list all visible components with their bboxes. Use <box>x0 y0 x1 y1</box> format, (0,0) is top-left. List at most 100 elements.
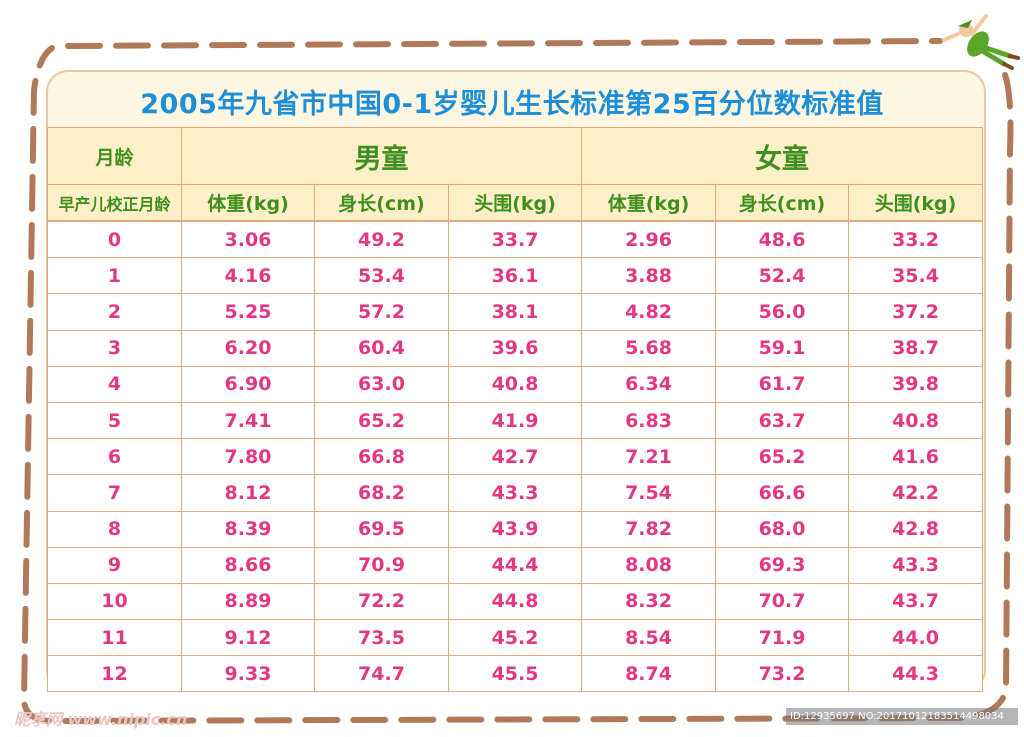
value-cell: 70.9 <box>314 546 449 584</box>
value-cell: 8.12 <box>181 474 315 512</box>
value-cell: 38.1 <box>447 293 583 331</box>
month-cell: 12 <box>47 655 182 693</box>
value-cell: 37.2 <box>848 293 984 331</box>
table-row: 0 3.06 49.2 33.7 2.96 48.6 33.2 <box>47 220 984 259</box>
value-cell: 41.6 <box>848 438 984 476</box>
table-header-row-1: 月龄 男童 女童 <box>47 127 984 185</box>
value-cell: 56.0 <box>715 293 850 331</box>
value-cell: 63.0 <box>314 365 449 403</box>
watermark-logo: 昵享网 www.nipic.cn <box>14 710 188 729</box>
value-cell: 44.3 <box>848 655 984 693</box>
value-cell: 33.2 <box>848 220 984 259</box>
value-cell: 8.74 <box>581 655 717 693</box>
girls-header: 女童 <box>581 127 984 185</box>
value-cell: 63.7 <box>715 401 850 440</box>
value-cell: 52.4 <box>715 257 850 295</box>
value-cell: 66.8 <box>314 438 449 476</box>
table-row: 9 8.66 70.9 44.4 8.08 69.3 43.3 <box>47 546 984 584</box>
value-cell: 66.6 <box>715 474 850 512</box>
table-row: 5 7.41 65.2 41.9 6.83 63.7 40.8 <box>47 401 984 440</box>
value-cell: 2.96 <box>581 220 717 259</box>
value-cell: 8.66 <box>181 546 315 584</box>
col-header: 头围(kg) <box>848 184 984 222</box>
value-cell: 44.0 <box>848 619 984 657</box>
value-cell: 65.2 <box>715 438 850 476</box>
col-header: 身长(cm) <box>715 184 850 222</box>
value-cell: 61.7 <box>715 365 850 403</box>
month-cell: 4 <box>47 365 182 403</box>
age-header: 月龄 <box>47 127 182 185</box>
col-header: 头围(kg) <box>447 184 583 222</box>
value-cell: 48.6 <box>715 220 850 259</box>
value-cell: 7.82 <box>581 510 717 548</box>
value-cell: 7.41 <box>181 401 315 440</box>
month-cell: 6 <box>47 438 182 476</box>
value-cell: 42.2 <box>848 474 984 512</box>
boys-header: 男童 <box>180 127 583 185</box>
value-cell: 38.7 <box>848 329 984 367</box>
value-cell: 5.68 <box>581 329 717 367</box>
month-cell: 0 <box>47 220 182 259</box>
month-cell: 9 <box>47 546 182 584</box>
value-cell: 71.9 <box>715 619 850 657</box>
value-cell: 35.4 <box>848 257 984 295</box>
value-cell: 68.2 <box>314 474 449 512</box>
value-cell: 65.2 <box>314 401 449 440</box>
month-cell: 3 <box>47 329 182 367</box>
value-cell: 39.6 <box>447 329 583 367</box>
value-cell: 73.2 <box>715 655 850 693</box>
value-cell: 3.88 <box>581 257 717 295</box>
col-header: 体重(kg) <box>581 184 717 222</box>
table-row: 1 4.16 53.4 36.1 3.88 52.4 35.4 <box>47 257 984 295</box>
col-header: 身长(cm) <box>314 184 449 222</box>
value-cell: 6.83 <box>581 401 717 440</box>
table-row: 12 9.33 74.7 45.5 8.74 73.2 44.3 <box>47 655 984 693</box>
value-cell: 44.8 <box>447 582 583 621</box>
table-row: 11 9.12 73.5 45.2 8.54 71.9 44.0 <box>47 619 984 657</box>
table-header-row-2: 早产儿校正月龄 体重(kg) 身长(cm) 头围(kg) 体重(kg) 身长(c… <box>47 184 984 222</box>
watermark-id: ID:12935697 NO:20171012183514498034 <box>786 708 1018 725</box>
value-cell: 39.8 <box>848 365 984 403</box>
value-cell: 40.8 <box>848 401 984 440</box>
month-cell: 7 <box>47 474 182 512</box>
value-cell: 43.9 <box>447 510 583 548</box>
value-cell: 6.90 <box>181 365 315 403</box>
value-cell: 3.06 <box>181 220 315 259</box>
table-row: 7 8.12 68.2 43.3 7.54 66.6 42.2 <box>47 474 984 512</box>
value-cell: 69.5 <box>314 510 449 548</box>
value-cell: 40.8 <box>447 365 583 403</box>
value-cell: 6.20 <box>181 329 315 367</box>
value-cell: 41.9 <box>447 401 583 440</box>
value-cell: 5.25 <box>181 293 315 331</box>
table-row: 4 6.90 63.0 40.8 6.34 61.7 39.8 <box>47 365 984 403</box>
col-header: 体重(kg) <box>181 184 315 222</box>
value-cell: 44.4 <box>447 546 583 584</box>
value-cell: 70.7 <box>715 582 850 621</box>
value-cell: 72.2 <box>314 582 449 621</box>
value-cell: 36.1 <box>447 257 583 295</box>
value-cell: 53.4 <box>314 257 449 295</box>
month-cell: 2 <box>47 293 182 331</box>
value-cell: 4.82 <box>581 293 717 331</box>
table-row: 2 5.25 57.2 38.1 4.82 56.0 37.2 <box>47 293 984 331</box>
value-cell: 42.8 <box>848 510 984 548</box>
table-row: 8 8.39 69.5 43.9 7.82 68.0 42.8 <box>47 510 984 548</box>
table-row: 10 8.89 72.2 44.8 8.32 70.7 43.7 <box>47 582 984 621</box>
month-cell: 8 <box>47 510 182 548</box>
page-title: 2005年九省市中国0-1岁婴儿生长标准第25百分位数标准值 <box>140 89 884 120</box>
month-cell: 1 <box>47 257 182 295</box>
growth-standard-table: 月龄 男童 女童 早产儿校正月龄 体重(kg) 身长(cm) 头围(kg) 体重… <box>47 127 984 693</box>
value-cell: 9.33 <box>181 655 315 693</box>
value-cell: 49.2 <box>314 220 449 259</box>
value-cell: 45.5 <box>447 655 583 693</box>
value-cell: 9.12 <box>181 619 315 657</box>
table-row: 3 6.20 60.4 39.6 5.68 59.1 38.7 <box>47 329 984 367</box>
value-cell: 43.3 <box>848 546 984 584</box>
value-cell: 74.7 <box>314 655 449 693</box>
value-cell: 8.39 <box>181 510 315 548</box>
month-cell: 5 <box>47 401 182 440</box>
value-cell: 43.3 <box>447 474 583 512</box>
corrected-age-header: 早产儿校正月龄 <box>47 184 182 222</box>
peter-pan-illustration <box>942 14 1020 70</box>
value-cell: 7.54 <box>581 474 717 512</box>
